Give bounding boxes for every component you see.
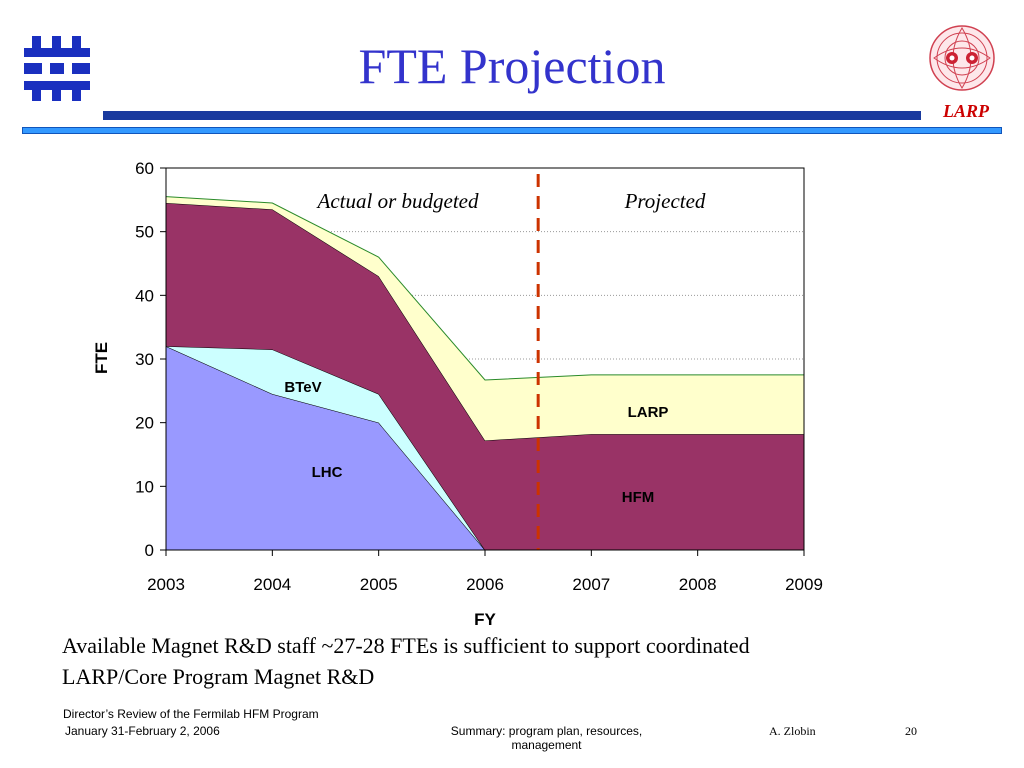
- x-tick-label: 2009: [785, 575, 823, 594]
- series-label-larp: LARP: [628, 404, 669, 421]
- slide-caption: Available Magnet R&D staff ~27-28 FTEs i…: [62, 630, 942, 692]
- footer-page-number: 20: [905, 724, 917, 738]
- axis-layer: 0 10 20 30 40 50 60 2003 2004 2005 2006 2007 2008 200…: [135, 159, 823, 594]
- footer-event-line-1: Director’s Review of the Fermilab HFM Pr…: [63, 707, 319, 721]
- x-tick-label: 2004: [253, 575, 291, 594]
- larp-logo-icon: [929, 25, 995, 91]
- y-tick-label: 0: [145, 541, 154, 560]
- series-label-btev: BTeV: [284, 379, 321, 396]
- slide-title: FTE Projection: [358, 38, 666, 94]
- series-label-lhc: LHC: [312, 464, 343, 481]
- x-tick-label: 2007: [572, 575, 610, 594]
- y-tick-label: 10: [135, 477, 154, 496]
- y-tick-label: 30: [135, 350, 154, 369]
- footer-summary-line-2: management: [511, 738, 582, 752]
- area-layer: [165, 174, 804, 551]
- title-underline-dark: [103, 111, 921, 120]
- area-hfm: [166, 203, 804, 550]
- annotation-projected: Projected: [624, 189, 706, 213]
- y-tick-label: 50: [135, 223, 154, 242]
- y-axis-title: FTE: [92, 342, 111, 374]
- footer-summary: Summary: program plan, resources, manage…: [434, 724, 659, 752]
- caption-line-2: LARP/Core Program Magnet R&D: [62, 664, 375, 689]
- area-larp: [166, 196, 804, 441]
- footer-event-line-2: January 31-February 2, 2006: [65, 724, 220, 738]
- area-lhc: [166, 346, 804, 550]
- larp-logo-text: LARP: [942, 101, 989, 121]
- x-tick-label: 2008: [679, 575, 717, 594]
- area-btev: [166, 346, 804, 550]
- area-edge-larp: [165, 196, 804, 381]
- x-tick-label: 2006: [466, 575, 504, 594]
- title-underline-light: [22, 127, 1002, 134]
- annotation-actual: Actual or budgeted: [316, 189, 479, 213]
- fermilab-logo-icon: [24, 36, 90, 101]
- x-tick-label: 2003: [147, 575, 185, 594]
- caption-line-1: Available Magnet R&D staff ~27-28 FTEs i…: [62, 633, 750, 658]
- footer-author: A. Zlobin: [769, 724, 816, 738]
- y-tick-label: 20: [135, 414, 154, 433]
- y-tick-label: 40: [135, 286, 154, 305]
- series-label-hfm: HFM: [622, 489, 655, 506]
- x-axis-title: FY: [474, 610, 496, 629]
- x-tick-label: 2005: [360, 575, 398, 594]
- footer-summary-line-1: Summary: program plan, resources,: [450, 724, 643, 738]
- y-tick-label: 60: [135, 159, 154, 178]
- fte-projection-chart: 0 10 20 30 40 50 60 2003 2004 2005 2006 2007 2008 200…: [92, 159, 823, 629]
